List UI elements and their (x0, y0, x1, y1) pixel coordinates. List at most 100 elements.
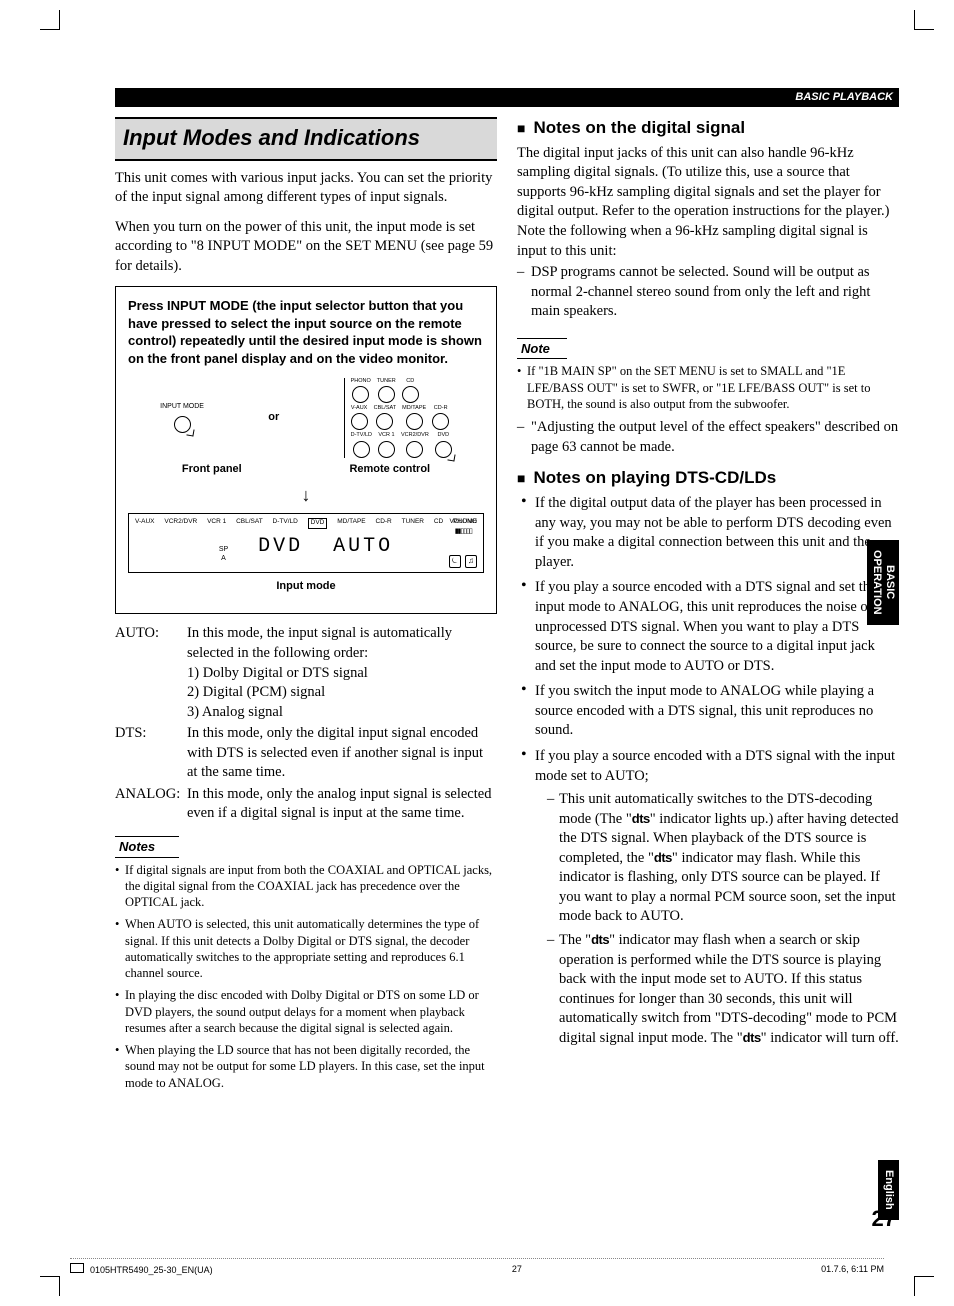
note-item: If digital signals are input from both t… (115, 862, 497, 911)
sp-sub-label: A (221, 555, 226, 562)
list-item: If you switch the input mode to ANALOG w… (517, 682, 899, 741)
crop-mark (40, 10, 60, 30)
notes-list: If "1B MAIN SP" on the SET MENU is set t… (517, 363, 899, 412)
intro-paragraph: When you turn on the power of this unit,… (115, 218, 497, 277)
rc-btn-label: CD-R (434, 405, 448, 412)
mode-desc: In this mode, only the analog input sign… (187, 785, 497, 824)
rc-btn-label: V-AUX (351, 405, 368, 412)
title-box: Input Modes and Indications (115, 117, 497, 161)
rc-button-icon (353, 441, 370, 458)
bullet-list: If the digital output data of the player… (517, 494, 899, 1048)
display-label: CD (434, 518, 443, 529)
remote-control-label: Remote control (349, 462, 430, 477)
display-label: CD-R (376, 518, 392, 529)
list-item: If you play a source encoded with a DTS … (517, 578, 899, 676)
footer-page: 27 (512, 1263, 522, 1276)
note-item: When playing the LD source that has not … (115, 1042, 497, 1091)
rc-btn-label: D-TV/LD (351, 432, 372, 439)
dts-icon: dts (591, 932, 609, 947)
rc-button-icon (435, 441, 452, 458)
or-label: or (268, 410, 279, 425)
note-header: Note (517, 338, 567, 360)
mode-key: DTS: (115, 724, 187, 783)
footer-filename: 0105HTR5490_25-30_EN(UA) (90, 1265, 213, 1275)
rc-button-icon (376, 413, 393, 430)
display-input-mode: AUTO (333, 533, 393, 560)
page-number: 27 (872, 1204, 896, 1234)
instruction-text: Press INPUT MODE (the input selector but… (128, 297, 484, 367)
volume-bars-icon: ▮▮▯▯▯▯ (450, 527, 477, 536)
headphone-icon: ♫ (465, 555, 477, 568)
sleep-icon: ⏾ (449, 555, 461, 568)
page-content: BASIC PLAYBACK Input Modes and Indicatio… (115, 88, 899, 1236)
display-label: VCR2/DVR (164, 518, 197, 529)
rc-btn-label: DVD (438, 432, 450, 439)
input-mode-button-icon (174, 416, 191, 433)
display-label: MD/TAPE (337, 518, 365, 529)
list-item: If the digital output data of the player… (517, 494, 899, 572)
instruction-box: Press INPUT MODE (the input selector but… (115, 286, 497, 614)
input-mode-label: INPUT MODE (160, 402, 204, 411)
remote-control-diagram: PHONO TUNER CD V-AUX CBL/SAT MD/TAPE CD-… (344, 378, 452, 458)
mode-desc: In this mode, the input signal is automa… (187, 625, 452, 661)
note-item: When AUTO is selected, this unit automat… (115, 916, 497, 981)
mode-desc: In this mode, only the digital input sig… (187, 724, 497, 783)
mode-priority-item: 2) Digital (PCM) signal (187, 683, 497, 703)
body-text: The digital input jacks of this unit can… (517, 144, 899, 261)
rc-btn-label: CD (406, 378, 414, 385)
body-text: "Adjusting the output level of the effec… (531, 418, 899, 457)
footer: 0105HTR5490_25-30_EN(UA) 27 01.7.6, 6:11… (70, 1258, 884, 1276)
crop-mark (914, 10, 934, 30)
notes-header: Notes (115, 836, 179, 858)
rc-button-icon (406, 413, 423, 430)
crop-mark (40, 1276, 60, 1296)
dash-bullet: – (547, 931, 559, 1048)
display-icons: ⏾♫ (449, 555, 477, 568)
rc-btn-label: PHONO (351, 378, 371, 385)
rc-button-icon (378, 441, 395, 458)
display-label: V-AUX (135, 518, 155, 529)
note-item: If "1B MAIN SP" on the SET MENU is set t… (517, 363, 899, 412)
note-item: In playing the disc encoded with Dolby D… (115, 987, 497, 1036)
display-source: DVD (258, 533, 303, 560)
front-panel-label: Front panel (182, 462, 242, 477)
list-item: If you play a source encoded with a DTS … (517, 747, 899, 1048)
dts-icon: dts (654, 850, 672, 865)
section-heading: Notes on the digital signal (517, 117, 899, 140)
control-diagram: INPUT MODE or PHONO TUNER CD V-AUX CBL/S… (128, 378, 484, 458)
dash-bullet: – (517, 418, 531, 457)
dts-icon: dts (632, 811, 650, 826)
footer-timestamp: 01.7.6, 6:11 PM (821, 1263, 884, 1276)
intro-paragraph: This unit comes with various input jacks… (115, 169, 497, 208)
front-panel-diagram: INPUT MODE (160, 402, 204, 432)
rc-button-icon (402, 386, 419, 403)
rc-btn-label: TUNER (377, 378, 396, 385)
notes-list: If digital signals are input from both t… (115, 862, 497, 1091)
body-text: The "dts" indicator may flash when a sea… (559, 931, 899, 1048)
rc-button-icon (432, 413, 449, 430)
side-tab-basic-operation: BASICOPERATION (867, 540, 899, 625)
dash-bullet: – (517, 263, 531, 322)
dts-icon: dts (743, 1030, 761, 1045)
rc-button-icon (352, 386, 369, 403)
body-text: This unit automatically switches to the … (559, 790, 899, 927)
rc-btn-label: VCR2/DVR (401, 432, 429, 439)
section-heading: Notes on playing DTS-CD/LDs (517, 467, 899, 490)
rc-button-icon (406, 441, 423, 458)
body-text: DSP programs cannot be selected. Sound w… (531, 263, 899, 322)
display-label: VCR 1 (207, 518, 226, 529)
dash-bullet: – (547, 790, 559, 927)
input-mode-caption: Input mode (128, 579, 484, 594)
display-label: D-TV/LD (273, 518, 298, 529)
right-column: Notes on the digital signal The digital … (517, 117, 899, 1097)
section-header: BASIC PLAYBACK (115, 88, 899, 107)
mode-key: ANALOG: (115, 785, 187, 824)
footer-icon (70, 1263, 84, 1273)
rc-button-icon (351, 413, 368, 430)
page-title: Input Modes and Indications (123, 123, 489, 153)
mode-priority-item: 3) Analog signal (187, 703, 497, 723)
mode-priority-item: 1) Dolby Digital or DTS signal (187, 664, 497, 684)
rc-btn-label: VCR 1 (378, 432, 394, 439)
arrow-down-icon: ↓ (128, 483, 484, 507)
mode-key: AUTO: (115, 624, 187, 722)
